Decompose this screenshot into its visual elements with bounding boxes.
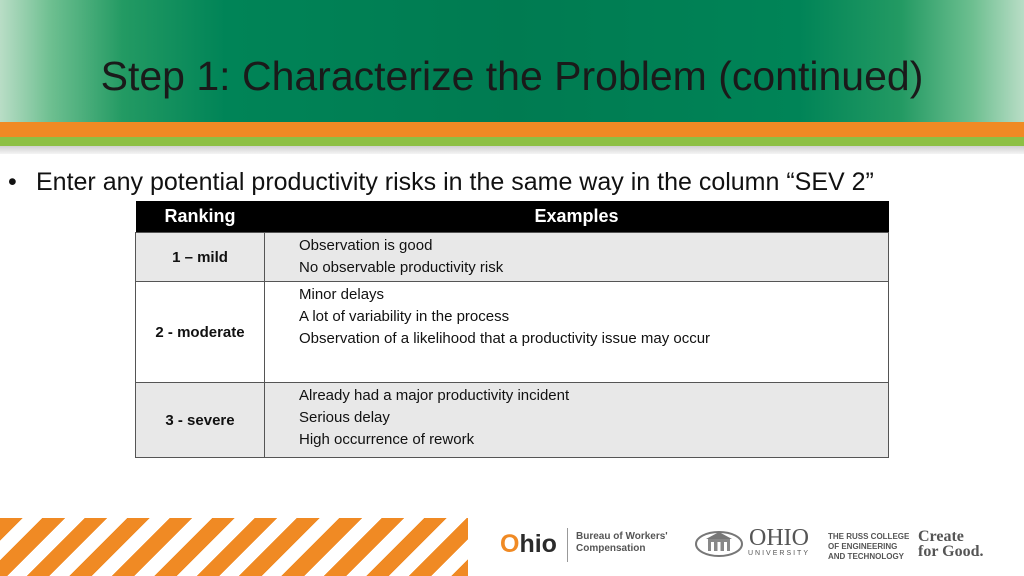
orange-stripe-decoration xyxy=(0,518,468,576)
column-header-examples: Examples xyxy=(264,201,889,233)
bullet-text: Enter any potential productivity risks i… xyxy=(36,168,874,196)
ranking-cell: 1 – mild xyxy=(135,232,265,282)
grey-shadow-bar xyxy=(0,146,1024,154)
bullet-icon: • xyxy=(8,168,17,196)
example-line: Serious delay xyxy=(299,409,390,426)
russ-college-logo: THE RUSS COLLEGE OF ENGINEERING AND TECH… xyxy=(828,532,910,561)
examples-cell: Observation is good No observable produc… xyxy=(264,232,889,282)
bwc-logo-text: Bureau of Workers' Compensation xyxy=(576,531,668,554)
example-line: Minor delays xyxy=(299,286,385,303)
example-line: A lot of variability in the process xyxy=(299,308,510,325)
column-header-ranking: Ranking xyxy=(135,201,265,233)
ohio-logo: Ohio xyxy=(500,530,557,558)
orange-accent-bar xyxy=(0,122,1024,137)
examples-cell: Already had a major productivity inciden… xyxy=(264,382,889,458)
table-row: 1 – mild Observation is good No observab… xyxy=(135,232,889,282)
example-line: No observable productivity risk xyxy=(299,259,504,276)
table-row: 3 - severe Already had a major productiv… xyxy=(135,382,889,458)
bullet-point: • Enter any potential productivity risks … xyxy=(8,166,1008,198)
ranking-cell: 3 - severe xyxy=(135,382,265,458)
logo-divider xyxy=(567,528,568,562)
ranking-table: Ranking Examples 1 – mild Observation is… xyxy=(135,201,889,458)
header-banner xyxy=(0,0,1024,122)
ohio-university-logo: OHIO UNIVERSITY xyxy=(748,525,811,557)
ranking-cell: 2 - moderate xyxy=(135,281,265,383)
create-for-good-logo: Create for Good. xyxy=(918,528,984,560)
example-line: Observation is good xyxy=(299,237,433,254)
examples-cell: Minor delays A lot of variability in the… xyxy=(264,281,889,383)
table-row: 2 - moderate Minor delays A lot of varia… xyxy=(135,281,889,383)
example-line: Observation of a likelihood that a produ… xyxy=(299,330,711,347)
example-line: High occurrence of rework xyxy=(299,431,475,448)
slide-title: Step 1: Characterize the Problem (contin… xyxy=(100,53,924,99)
green-accent-bar xyxy=(0,137,1024,146)
university-seal-icon xyxy=(695,531,743,557)
table-header-row: Ranking Examples xyxy=(135,201,889,233)
footer-logos: Ohio Bureau of Workers' Compensation OHI… xyxy=(497,520,1007,570)
example-line: Already had a major productivity inciden… xyxy=(299,387,570,404)
